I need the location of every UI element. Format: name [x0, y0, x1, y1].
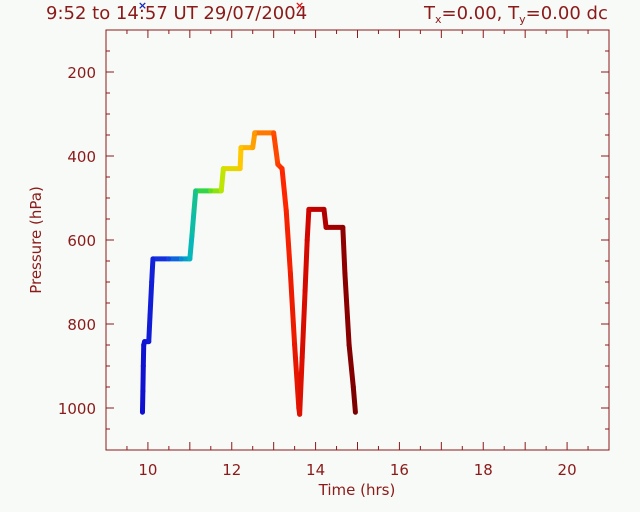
data-point	[353, 410, 358, 415]
data-point	[149, 279, 154, 285]
end-time-marker: ×	[295, 0, 304, 12]
trace-segment	[147, 279, 155, 319]
data-point	[191, 208, 197, 213]
data-point	[288, 271, 293, 276]
trace-segment	[146, 313, 153, 345]
x-tick-label: 16	[390, 461, 409, 479]
x-tick-label: 10	[138, 461, 157, 479]
y-tick-label: 200	[67, 64, 96, 82]
data-point	[221, 166, 226, 171]
data-point	[302, 288, 308, 293]
chart-title: 9:52 to 14:57 UT 29/07/2004 Tx=0.00, Ty=…	[46, 3, 608, 26]
data-point	[146, 339, 151, 344]
x-axis-label: Time (hrs)	[318, 481, 396, 499]
data-point	[140, 389, 146, 394]
data-point	[189, 233, 195, 238]
data-point	[238, 145, 244, 150]
data-point	[323, 225, 329, 230]
trace-segment	[287, 271, 298, 348]
data-point	[275, 162, 281, 167]
y-axis-label: Pressure (hPa)	[27, 186, 45, 294]
data-point	[140, 410, 145, 415]
data-point	[296, 405, 302, 411]
title-tx: Tx=0.00, Ty=0.00 dc	[423, 3, 608, 26]
data-point	[279, 166, 285, 171]
x-tick-label: 20	[558, 461, 577, 479]
title-time-range: 9:52 to 14:57 UT 29/07/2004	[46, 3, 307, 24]
trace-segment	[346, 342, 356, 390]
trace-segment	[187, 233, 195, 262]
trace-segment	[279, 166, 289, 214]
data-point	[237, 166, 243, 171]
trace-segment	[237, 145, 244, 172]
data-point	[271, 130, 276, 136]
data-point	[193, 188, 198, 194]
y-tick-label: 1000	[58, 400, 96, 418]
x-tick-label: 18	[474, 461, 493, 479]
data-point	[219, 188, 224, 194]
data-point	[305, 237, 310, 243]
data-point	[179, 256, 184, 262]
y-tick-label: 800	[67, 316, 96, 334]
trace-segment	[299, 287, 308, 361]
trace-segment	[189, 208, 197, 239]
data-point	[141, 342, 146, 348]
data-point	[321, 207, 327, 212]
data-point	[346, 342, 352, 348]
data-point	[292, 342, 297, 348]
data-point	[306, 207, 312, 212]
y-tick-label: 600	[67, 232, 96, 250]
data-point	[142, 339, 147, 344]
data-point	[141, 363, 146, 369]
data-point	[208, 188, 213, 194]
data-point	[147, 313, 153, 318]
y-tick-label: 400	[67, 148, 96, 166]
trace-segment	[342, 271, 352, 348]
start-time-marker: ×	[138, 0, 147, 12]
trace-segment	[149, 256, 156, 285]
x-tick-label: 14	[306, 461, 325, 479]
trace-segment	[297, 355, 305, 417]
data-point	[187, 256, 193, 262]
data-point	[150, 256, 156, 262]
trace-segment	[321, 206, 329, 230]
trace-segment	[340, 224, 348, 277]
trace-segment	[191, 188, 199, 214]
data-point	[342, 271, 348, 276]
data-point	[166, 256, 172, 262]
trace-segment	[304, 206, 312, 243]
data-point	[250, 145, 255, 150]
x-tick-label: 12	[222, 461, 241, 479]
trace-segment	[218, 166, 226, 194]
data-point	[252, 130, 258, 136]
data-point	[340, 225, 346, 230]
data-point	[351, 384, 356, 390]
data-point	[284, 208, 289, 213]
data-point	[299, 355, 305, 360]
trace-segment	[350, 384, 358, 415]
data-point	[297, 412, 302, 417]
plot-frame	[105, 29, 610, 451]
trace-segment	[283, 208, 293, 277]
trace-segment	[302, 237, 310, 293]
trace-segment	[271, 130, 281, 167]
